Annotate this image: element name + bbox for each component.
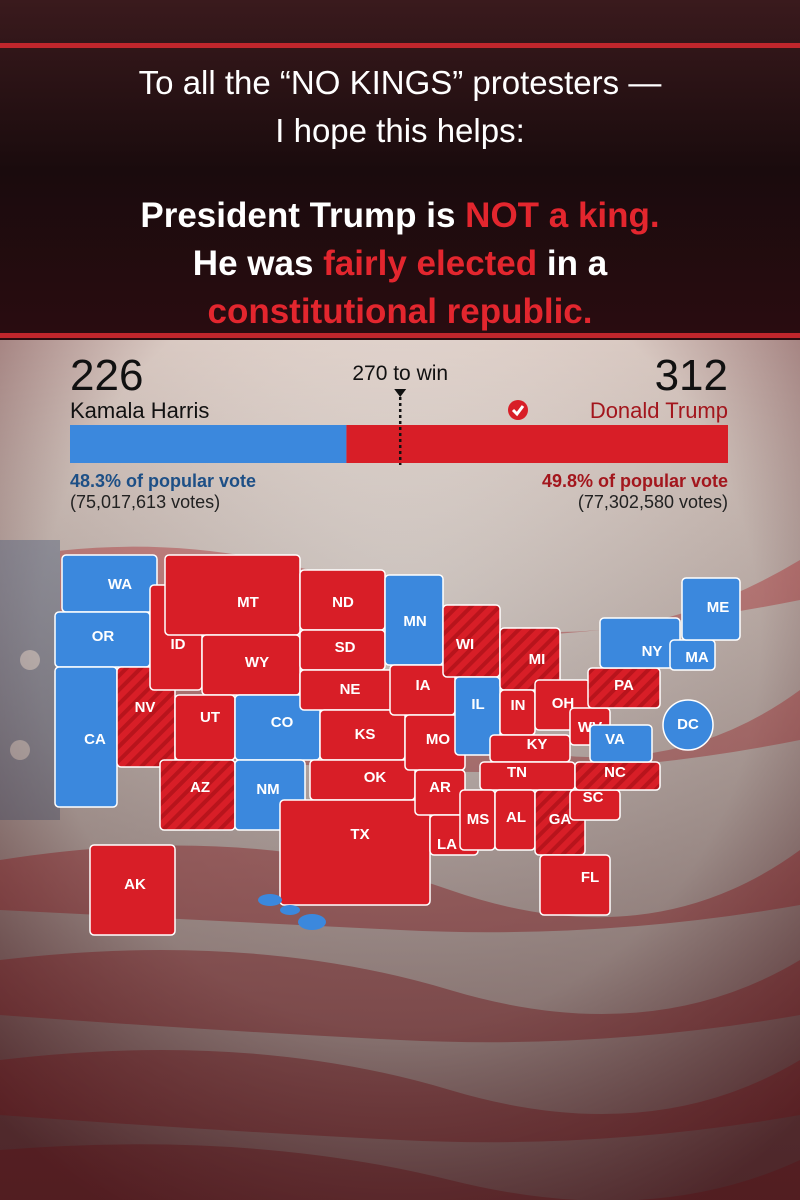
candidate-name: Kamala Harris [70,398,209,423]
state-label: UT [200,709,220,726]
state-label: ID [171,636,186,653]
state-label: LA [437,836,457,853]
state-label: SC [583,789,604,806]
message-segment: President Trump is [140,196,465,235]
state [279,799,431,906]
rule [0,43,800,48]
winner-check [508,400,528,420]
message-line: constitutional republic. [207,292,592,331]
state-label: IL [471,696,484,713]
island [258,894,282,906]
state-label: MO [426,731,450,748]
message-segment: constitutional republic. [207,292,592,331]
state [309,759,416,801]
state-label: AZ [190,779,210,796]
island [280,905,300,915]
state-label: KY [527,736,548,753]
state [662,699,714,751]
state [89,844,176,936]
message-line: He was fairly elected in a [193,244,608,283]
state [599,617,681,669]
state [681,577,741,641]
state-label: IA [416,677,431,694]
state-label: SD [335,639,356,656]
message-line: President Trump is NOT a king. [140,196,659,235]
threshold-label: 270 to win [352,362,448,385]
state-label: OK [364,769,387,786]
state [174,694,236,761]
island [298,914,326,930]
state-label: WA [108,576,132,593]
threshold-arrow [394,389,407,397]
state-label: WI [456,636,474,653]
header-band [0,0,800,340]
state [164,554,301,636]
message-segment: in a [537,244,608,283]
state [479,761,576,791]
popular-vote: 48.3% of popular vote [70,471,256,491]
state-label: MN [403,613,426,630]
message-segment: He was [193,244,323,283]
state-label: CO [271,714,294,731]
electoral-votes: 226 [70,351,143,400]
vote-count: (77,302,580 votes) [578,492,728,512]
state-label: IN [511,697,526,714]
check-circle [508,400,528,420]
state-label: PA [614,677,634,694]
state-label: OR [92,628,115,645]
state [539,854,611,916]
electoral-bar [346,425,728,463]
state-label: VA [605,731,625,748]
state-label: MI [529,651,546,668]
state-label: NM [256,781,279,798]
state-label: GA [549,811,572,828]
state-label: NV [135,699,156,716]
state-label: DC [677,716,699,733]
rule [0,333,800,338]
state-label: FL [581,869,599,886]
state-label: TX [350,826,369,843]
popular-vote: 49.8% of popular vote [542,471,728,491]
state-label: TN [507,764,527,781]
state-label: NY [642,643,663,660]
map: WA OR CA NV ID MT WY UT CO AZ NM ND SD NE KS OK TX MN IA MO… [54,554,741,936]
header: To all the “NO KINGS” protesters — I hope… [139,64,662,331]
state-label: MT [237,594,259,611]
state-label: MA [685,649,708,666]
vote-count: (75,017,613 votes) [70,492,220,512]
state-label: ND [332,594,354,611]
state-label: NE [340,681,361,698]
state-label: AR [429,779,451,796]
header-line: I hope this helps: [275,112,525,149]
state-label: CA [84,731,106,748]
state [589,724,653,763]
header-line: To all the “NO KINGS” protesters — [139,64,662,101]
electoral-votes: 312 [655,351,728,400]
message-segment: NOT a king. [465,196,659,235]
state-label: OH [552,695,575,712]
message-segment: fairly elected [323,244,537,283]
state-label: ME [707,599,730,616]
state-label: MS [467,811,490,828]
state-label: AL [506,809,526,826]
state-label: KS [355,726,376,743]
electoral-bar [70,425,347,463]
candidate-name: Donald Trump [590,398,728,423]
state-label: NC [604,764,626,781]
state-label: AK [124,876,146,893]
state-label: WY [245,654,269,671]
check-mark [511,405,525,417]
